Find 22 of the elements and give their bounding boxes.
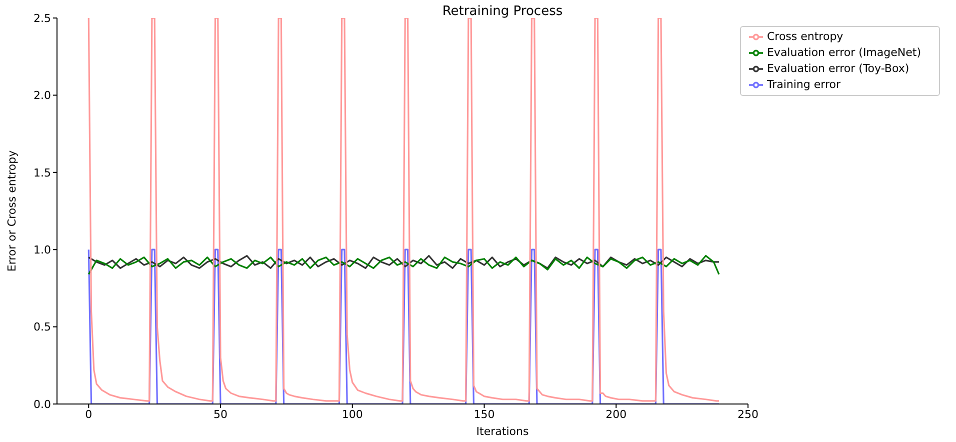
legend-label: Evaluation error (ImageNet) (766, 46, 921, 59)
y-tick-label: 2.0 (34, 89, 51, 102)
chart-title: Retraining Process (441, 4, 564, 19)
x-tick-label: 100 (342, 408, 363, 421)
line-series (88, 18, 720, 402)
x-axis-title: Iterations (475, 425, 530, 438)
y-tick-label: 0.5 (34, 320, 51, 334)
y-axis-title: Error or Cross entropy (6, 150, 18, 272)
y-tick-label: 2.5 (34, 12, 51, 25)
x-tick-label: 200 (606, 408, 627, 421)
y-tick-label: 1.5 (34, 166, 51, 180)
legend-label: Training error (766, 78, 841, 91)
y-tick-label: 0.0 (34, 398, 51, 411)
line-series (88, 254, 720, 269)
legend-label: Cross entropy (766, 30, 844, 43)
y-tick-label: 1.0 (34, 244, 51, 257)
x-tick-label: 50 (214, 408, 228, 421)
line-series (88, 254, 720, 276)
legend-label: Evaluation error (Toy-Box) (766, 62, 910, 75)
x-tick-label: 250 (737, 408, 758, 421)
x-tick-label: 0 (85, 408, 92, 421)
x-tick-label: 150 (474, 408, 495, 421)
